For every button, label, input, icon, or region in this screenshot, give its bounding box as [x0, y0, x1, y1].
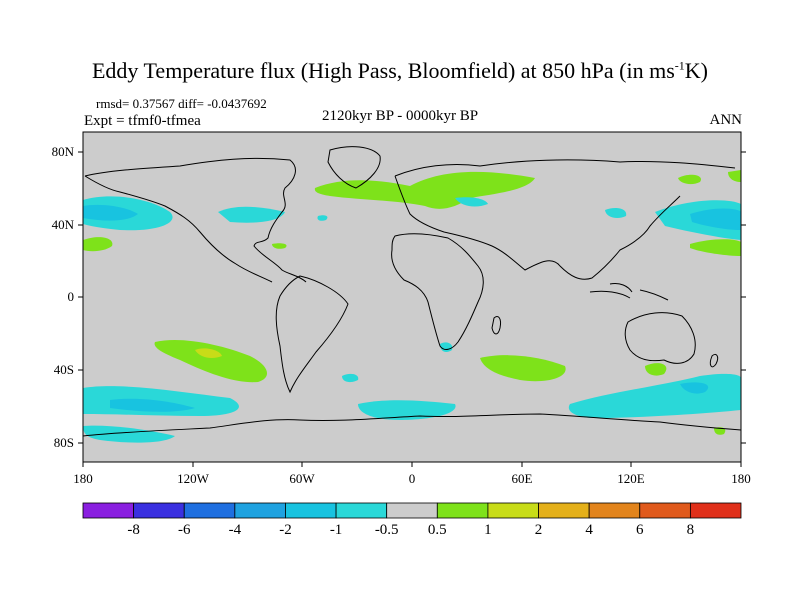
field-north-pacific-east-pos [690, 239, 741, 256]
colorbar-swatch-0 [82, 502, 135, 519]
colorbar-label-2: -4 [228, 522, 242, 538]
coast-indonesia [589, 283, 669, 301]
field-southern-ocean-atlantic-neg [358, 400, 456, 420]
field-north-pacific-east-core [690, 208, 741, 230]
colorbar-label-4: -1 [329, 522, 343, 538]
field-gulf-pos [272, 243, 287, 249]
field-japan-neg [605, 208, 627, 218]
colorbar-swatch-4 [285, 502, 337, 519]
coast-eurasia [394, 159, 736, 280]
field-south-pacific-core [195, 348, 222, 358]
season-label: ANN [709, 112, 743, 128]
lon-label-180e: 180 [731, 471, 751, 486]
colorbar-swatch-7 [436, 502, 489, 519]
coastlines [83, 146, 741, 437]
field-south-australia-core [680, 382, 709, 394]
colorbar-label-8: 2 [534, 522, 543, 538]
coast-north-america [84, 157, 307, 283]
colorbar-swatch-9 [538, 502, 590, 519]
field-north-pacific-west-core [83, 204, 138, 221]
colorbar-swatch-8 [487, 502, 539, 519]
field-south-pacific-pos [154, 339, 268, 383]
lat-label-80s: 80S [53, 435, 74, 450]
colorbar-label-9: 4 [585, 522, 593, 538]
field-ross-sea-neg [83, 425, 175, 443]
colorbar-swatch-3 [234, 502, 286, 519]
coast-madagascar [491, 315, 501, 335]
map-title: Eddy Temperature flux (High Pass, Bloomf… [91, 58, 708, 83]
field-south-indian-pos [480, 355, 566, 382]
field-southern-ocean-core [110, 398, 195, 412]
experiment-label: Expt = tfmf0-tfmea [84, 113, 201, 129]
colorbar-swatch-12 [689, 502, 742, 519]
colorbar-label-3: -2 [279, 522, 292, 538]
colorbar-swatch-11 [639, 502, 691, 519]
coast-africa [391, 233, 484, 350]
lat-label-40s: 40S [53, 362, 74, 377]
field-bering-pos [728, 170, 741, 182]
field-kamchatka-pos [678, 174, 701, 185]
lon-label-60w: 60W [289, 471, 315, 486]
field-north-pacific-pos [83, 237, 113, 252]
colorbar-swatch-10 [588, 502, 641, 519]
colorbar-swatch-5 [335, 502, 388, 519]
coast-australia [624, 312, 696, 364]
field-antarctic-pos [714, 427, 726, 435]
lon-label-180w: 180 [73, 471, 93, 486]
colorbar-swatch-2 [183, 502, 236, 519]
coast-greenland [327, 146, 381, 189]
anomaly-fields [83, 146, 741, 443]
time-period-label: 2120kyr BP - 0000kyr BP [321, 108, 479, 124]
lon-label-120w: 120W [177, 471, 209, 486]
axis-ticks [78, 151, 746, 467]
field-atlantic-neg [317, 215, 328, 221]
field-europe-neg [455, 197, 488, 207]
lon-label-0: 0 [408, 471, 416, 486]
lat-label-80n: 80N [51, 144, 74, 159]
colorbar-label-1: -6 [177, 522, 191, 538]
colorbar-label-11: 8 [686, 522, 695, 538]
lon-label-120e: 120E [617, 471, 645, 486]
field-south-atlantic-neg [342, 373, 359, 383]
colorbar-label-10: 6 [636, 522, 644, 538]
coast-new-zealand [709, 353, 719, 368]
lon-label-60e: 60E [511, 471, 533, 486]
lat-label-0: 0 [67, 289, 75, 304]
rmsd-diff-stats: rmsd= 0.37567 diff= -0.0437692 [96, 96, 267, 111]
field-north-america-neg [218, 206, 285, 223]
colorbar-label-5: -0.5 [374, 522, 399, 538]
colorbar-swatch-6 [386, 502, 438, 519]
colorbar-label-7: 1 [484, 522, 492, 538]
coast-antarctica [83, 413, 741, 437]
field-south-africa-neg [440, 342, 453, 352]
colorbar-label-6: 0.5 [427, 522, 447, 538]
field-north-atlantic-pos [314, 171, 535, 209]
colorbar [82, 502, 742, 519]
field-australia-pos [645, 363, 667, 376]
coast-south-america [275, 275, 349, 394]
lat-label-40n: 40N [51, 217, 74, 232]
colorbar-swatch-1 [133, 502, 185, 519]
colorbar-label-0: -8 [127, 522, 140, 538]
